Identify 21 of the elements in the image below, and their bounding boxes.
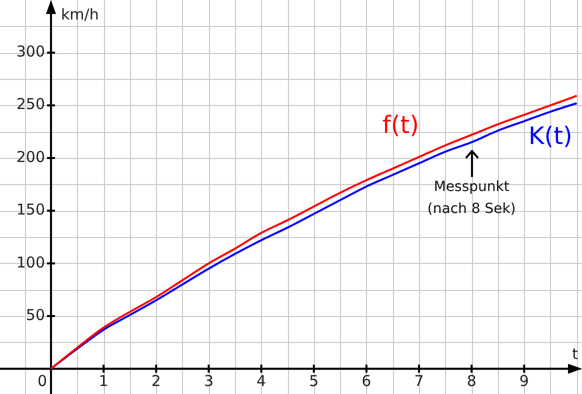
- x-tick-label: 6: [362, 372, 372, 390]
- y-tick-label: 200: [16, 148, 45, 166]
- x-tick-label: 1: [98, 372, 108, 390]
- x-tick-label: 2: [151, 372, 161, 390]
- x-axis-title: t: [572, 345, 578, 364]
- y-axis-title: km/h: [60, 5, 99, 24]
- series-label: f(t): [382, 111, 420, 140]
- y-tick-label: 250: [16, 95, 45, 114]
- x-tick-label: 0: [37, 372, 47, 390]
- x-tick-label: 9: [519, 372, 529, 390]
- x-tick-label: 7: [414, 372, 424, 390]
- y-tick-label: 150: [16, 200, 45, 219]
- y-tick-label: 300: [16, 42, 45, 61]
- series-label: K(t): [528, 122, 572, 150]
- x-tick-label: 8: [466, 372, 476, 390]
- y-tick-label: 100: [16, 253, 45, 272]
- x-tick-label: 4: [256, 372, 266, 390]
- x-tick-label: 3: [204, 372, 214, 390]
- y-tick-label: 50: [26, 306, 45, 324]
- annotation: Messpunkt (nach 8 Sek): [427, 178, 516, 217]
- x-tick-label: 5: [309, 372, 319, 390]
